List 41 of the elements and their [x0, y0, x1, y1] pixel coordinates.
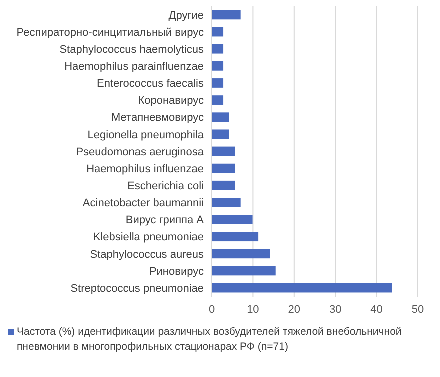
x-tick-label: 40	[370, 304, 383, 316]
bar	[212, 44, 224, 54]
bar	[212, 164, 236, 174]
y-tick-label: Респираторно-синцитиальный вирус	[16, 26, 204, 39]
bar	[212, 61, 224, 71]
bar	[212, 232, 259, 242]
bar	[212, 27, 224, 37]
bar	[212, 96, 224, 105]
bar	[212, 78, 224, 88]
bar	[212, 10, 241, 20]
y-tick-label: Enterococcus faecalis	[97, 78, 204, 90]
y-tick-label: Haemophilus parainfluenzae	[64, 61, 204, 74]
bar	[212, 130, 230, 140]
y-tick-label: Метапневмовирус	[112, 112, 204, 124]
y-tick-label: Pseudomonas aeruginosa	[76, 146, 205, 158]
x-tick-label: 10	[247, 304, 260, 316]
y-tick-label: Streptococcus pneumoniae	[70, 282, 204, 295]
y-tick-label: Legionella pneumophila	[88, 129, 205, 142]
bar	[212, 266, 276, 276]
legend-label: Частота (%) идентификации различных возбудителей тяжелой внебольничной пневмонии в многопрофильных стационарах РФ (n=71)	[17, 326, 402, 353]
y-tick-label: Коронавирус	[138, 95, 204, 108]
y-tick-label: Staphylococcus haemolyticus	[60, 44, 204, 56]
bar	[212, 249, 270, 259]
y-tick-label: Риновирус	[149, 266, 204, 278]
bar	[212, 215, 253, 224]
y-tick-label: Вирус гриппа A	[126, 214, 205, 227]
x-tick-label: 0	[208, 304, 216, 316]
bar	[212, 198, 241, 208]
y-tick-label: Acinetobacter baumannii	[82, 198, 204, 210]
y-tick-label: Escherichia coli	[128, 180, 204, 192]
bar	[212, 283, 392, 293]
bar	[212, 112, 230, 122]
y-tick-label: Haemophilus influenzae	[86, 163, 204, 176]
y-tick-label: Другие	[168, 10, 204, 22]
bar	[212, 146, 236, 156]
x-tick-label: 30	[329, 304, 342, 316]
y-tick-label: Klebsiella pneumoniae	[93, 232, 204, 244]
x-tick-label: 20	[288, 304, 301, 316]
y-tick-label: Staphylococcus aureus	[90, 248, 204, 261]
bar	[212, 180, 236, 190]
x-tick-label: 50	[412, 304, 424, 316]
